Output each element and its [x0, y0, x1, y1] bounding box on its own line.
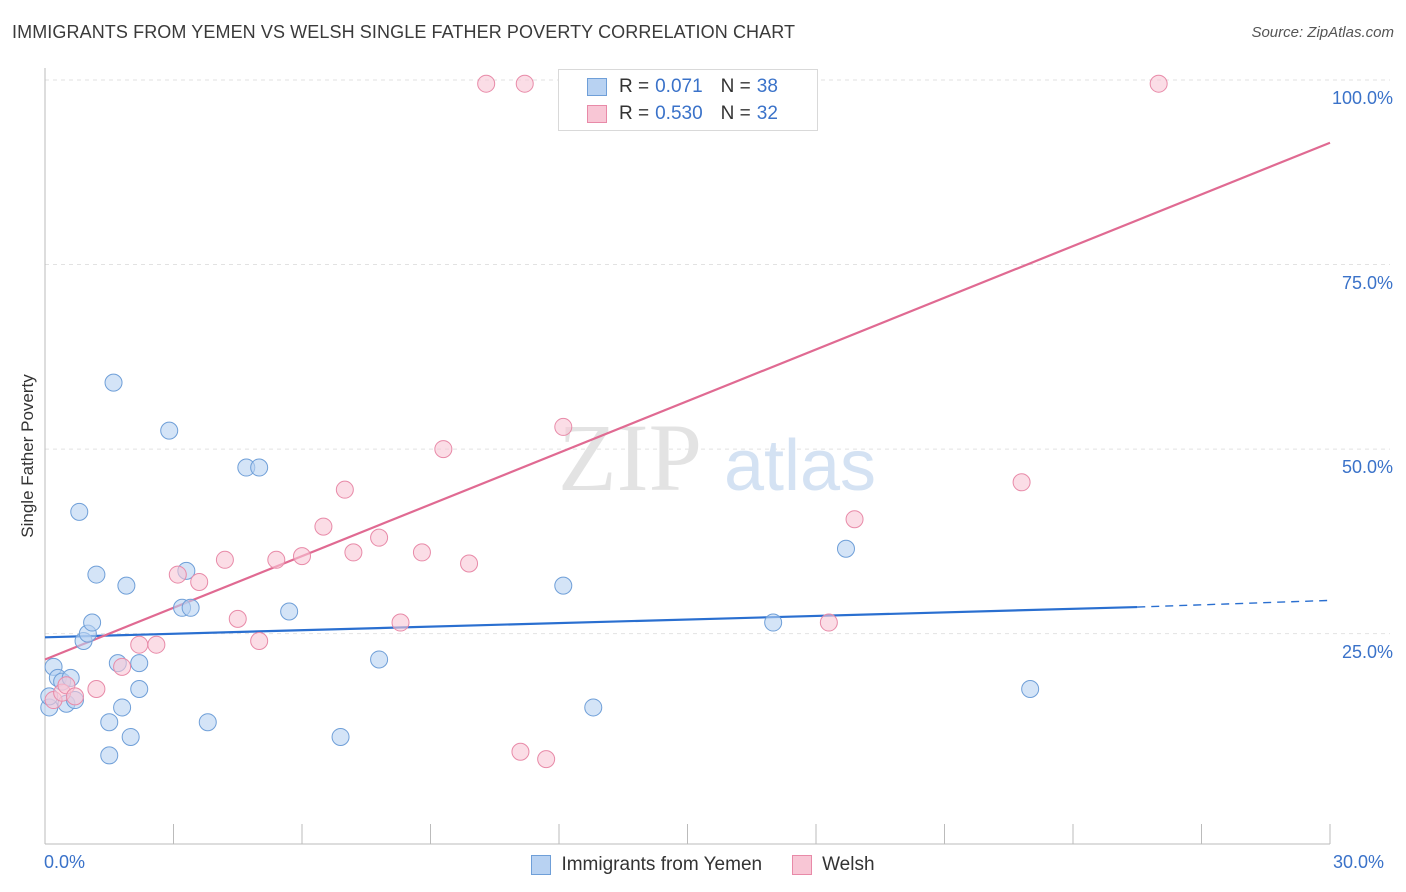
point-yemen[interactable]: [130, 679, 149, 698]
point-yemen[interactable]: [83, 613, 102, 632]
point-yemen[interactable]: [130, 654, 149, 673]
point-yemen[interactable]: [100, 746, 119, 765]
y-tick-label: 75.0%: [1341, 272, 1393, 293]
point-yemen[interactable]: [250, 458, 269, 477]
chart-title: IMMIGRANTS FROM YEMEN VS WELSH SINGLE FA…: [12, 22, 796, 42]
point-welsh[interactable]: [168, 565, 187, 584]
point-welsh[interactable]: [293, 547, 311, 566]
point-welsh[interactable]: [344, 543, 363, 562]
point-welsh[interactable]: [391, 613, 410, 632]
legend-n-value: 38: [756, 76, 778, 97]
legend-label-welsh: Welsh: [822, 854, 875, 875]
legend-n-label: N =: [720, 103, 751, 124]
x-tick-label: 0.0%: [44, 852, 86, 872]
point-welsh[interactable]: [845, 510, 864, 529]
correlation-legend: R = 0.071 N = 38 R = 0.530 N = 32: [558, 69, 818, 131]
gridlines: [45, 79, 1390, 635]
legend-r-value: 0.071: [655, 76, 703, 97]
legend-item-yemen[interactable]: Immigrants from Yemen: [531, 854, 762, 876]
point-welsh[interactable]: [267, 550, 286, 569]
point-yemen[interactable]: [1021, 679, 1040, 698]
y-tick-label: 25.0%: [1341, 641, 1393, 662]
trendline-welsh: [44, 141, 1331, 661]
point-welsh[interactable]: [537, 750, 556, 769]
point-yemen[interactable]: [331, 727, 350, 746]
legend-row-welsh: R = 0.530 N = 32: [587, 102, 778, 126]
point-welsh[interactable]: [515, 74, 534, 93]
point-yemen[interactable]: [117, 576, 136, 595]
trend-lines: [44, 141, 1331, 661]
point-yemen[interactable]: [181, 598, 200, 617]
point-welsh[interactable]: [554, 417, 573, 436]
point-yemen[interactable]: [104, 373, 123, 392]
point-yemen[interactable]: [584, 698, 603, 717]
legend-label-yemen: Immigrants from Yemen: [561, 854, 763, 875]
point-yemen[interactable]: [370, 650, 389, 669]
point-yemen[interactable]: [554, 576, 573, 595]
point-welsh[interactable]: [460, 554, 479, 573]
point-yemen[interactable]: [100, 713, 119, 732]
point-welsh[interactable]: [147, 635, 166, 654]
watermark-zip: ZIP: [558, 404, 702, 511]
point-welsh[interactable]: [370, 528, 389, 547]
point-yemen[interactable]: [836, 539, 855, 558]
x-tick-label: 30.0%: [1333, 852, 1385, 872]
legend-n-label: N =: [720, 76, 751, 97]
point-welsh[interactable]: [65, 687, 84, 706]
legend-r-label: R =: [619, 76, 650, 97]
point-welsh[interactable]: [314, 517, 333, 536]
point-yemen[interactable]: [280, 602, 299, 621]
legend-swatch-welsh: [587, 105, 607, 123]
point-welsh[interactable]: [511, 742, 530, 761]
point-welsh[interactable]: [477, 74, 496, 93]
point-welsh[interactable]: [87, 679, 106, 698]
point-welsh[interactable]: [250, 632, 269, 651]
point-welsh[interactable]: [190, 572, 209, 591]
legend-r-value: 0.530: [655, 103, 703, 124]
point-yemen[interactable]: [87, 565, 106, 584]
y-tick-label: 100.0%: [1331, 88, 1393, 108]
watermark-atlas: atlas: [724, 426, 876, 506]
chart-source: Source: ZipAtlas.com: [1251, 24, 1394, 41]
point-yemen[interactable]: [121, 727, 140, 746]
point-welsh[interactable]: [819, 613, 838, 632]
point-yemen[interactable]: [198, 713, 217, 732]
trendline-yemen: [44, 605, 1138, 639]
trendline-yemen-extension: [1137, 599, 1331, 608]
legend-n-value: 32: [756, 103, 778, 124]
point-welsh[interactable]: [130, 635, 149, 654]
legend-swatch-yemen: [531, 855, 552, 875]
point-yemen[interactable]: [160, 421, 179, 440]
point-yemen[interactable]: [70, 502, 89, 521]
point-welsh[interactable]: [215, 550, 234, 569]
legend-swatch-welsh: [792, 855, 813, 875]
legend-swatch-yemen: [587, 78, 607, 96]
series-legend: Immigrants from Yemen Welsh: [0, 852, 1406, 878]
point-welsh[interactable]: [1012, 473, 1031, 492]
point-welsh[interactable]: [228, 609, 247, 628]
legend-item-welsh[interactable]: Welsh: [792, 854, 875, 876]
point-welsh[interactable]: [113, 657, 132, 676]
legend-r-label: R =: [619, 103, 650, 124]
point-welsh[interactable]: [434, 440, 453, 459]
point-welsh[interactable]: [335, 480, 354, 499]
point-yemen[interactable]: [764, 613, 783, 632]
y-axis-label: Single Father Poverty: [18, 374, 37, 538]
point-welsh[interactable]: [412, 543, 431, 562]
legend-row-yemen: R = 0.071 N = 38: [587, 75, 778, 99]
point-yemen[interactable]: [113, 698, 132, 717]
point-welsh[interactable]: [1149, 74, 1168, 93]
y-tick-label: 50.0%: [1341, 457, 1393, 478]
data-points: [40, 71, 1168, 769]
